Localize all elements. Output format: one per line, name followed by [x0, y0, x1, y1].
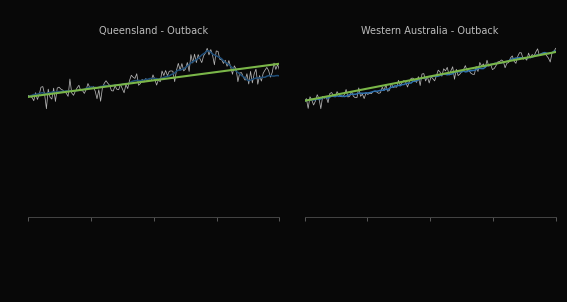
Title: Queensland - Outback: Queensland - Outback: [99, 26, 209, 36]
Title: Western Australia - Outback: Western Australia - Outback: [361, 26, 499, 36]
